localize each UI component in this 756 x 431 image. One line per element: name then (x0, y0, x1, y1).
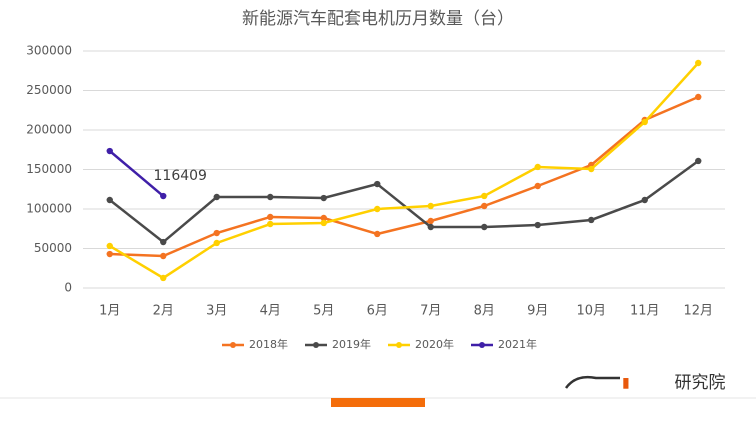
data-point (320, 214, 327, 222)
legend-label: 2021年 (498, 337, 537, 351)
series-line (108, 159, 699, 244)
x-tick-label: 4月 (260, 304, 281, 319)
data-point (267, 213, 274, 221)
chart-title: 新能源汽车配套电机历月数量（台） (242, 9, 514, 29)
data-point (213, 229, 220, 237)
x-tick-label: 11月 (630, 304, 660, 319)
legend-dot (230, 342, 236, 348)
data-point (267, 193, 274, 201)
data-point (695, 157, 702, 165)
data-point (534, 163, 541, 171)
legend-label: 2019年 (332, 337, 371, 351)
series-line (108, 150, 165, 197)
y-tick-label: 250000 (26, 83, 72, 97)
x-tick-label: 5月 (313, 304, 334, 319)
series-line (109, 95, 699, 258)
data-point (427, 223, 434, 231)
data-point (374, 230, 381, 238)
legend-dot (479, 342, 485, 348)
data-point (427, 217, 434, 225)
data-point (374, 180, 381, 188)
x-tick-label: 6月 (367, 304, 388, 319)
data-point (160, 274, 167, 282)
x-tick-label: 12月 (683, 304, 713, 319)
data-point (320, 194, 327, 202)
data-point (641, 196, 648, 204)
brand-text: 研究院 (675, 373, 726, 393)
legend-label: 2018年 (249, 337, 288, 351)
x-tick-label: 9月 (527, 304, 548, 319)
data-point (695, 93, 702, 101)
footer-bar (331, 398, 425, 407)
data-point (267, 220, 274, 228)
data-point (160, 238, 167, 246)
data-point (106, 147, 113, 155)
data-point (213, 193, 220, 201)
data-label: 116409 (154, 168, 207, 184)
data-point (641, 118, 648, 126)
data-point (481, 192, 488, 200)
brand-logo: ▮ (564, 375, 630, 391)
data-point (320, 219, 327, 227)
data-point (588, 165, 595, 173)
series-line (109, 62, 700, 280)
brand-mark: ▮ (622, 375, 630, 391)
x-tick-label: 2月 (153, 304, 174, 319)
y-tick-label: 100000 (26, 202, 72, 216)
x-tick-label: 1月 (99, 304, 120, 319)
data-point (106, 242, 113, 250)
y-tick-label: 300000 (26, 44, 72, 58)
x-tick-label: 7月 (420, 304, 441, 319)
legend-dot (396, 342, 402, 348)
data-point (106, 196, 113, 204)
data-point (481, 202, 488, 210)
y-tick-label: 0 (64, 281, 72, 295)
data-point (160, 252, 167, 260)
data-point (374, 205, 381, 213)
data-point (481, 223, 488, 231)
x-tick-label: 10月 (576, 304, 606, 319)
x-tick-label: 8月 (474, 304, 495, 319)
legend-label: 2020年 (415, 337, 454, 351)
y-tick-label: 150000 (26, 162, 72, 176)
data-point (695, 59, 702, 67)
x-tick-label: 3月 (206, 304, 227, 319)
data-point (427, 202, 434, 210)
data-point (106, 250, 113, 258)
y-tick-label: 200000 (26, 123, 72, 137)
data-point (534, 221, 541, 229)
y-tick-label: 50000 (34, 241, 72, 255)
data-point (160, 192, 167, 200)
data-point (588, 216, 595, 224)
legend-dot (313, 342, 319, 348)
data-point (534, 182, 541, 190)
data-point (213, 239, 220, 247)
